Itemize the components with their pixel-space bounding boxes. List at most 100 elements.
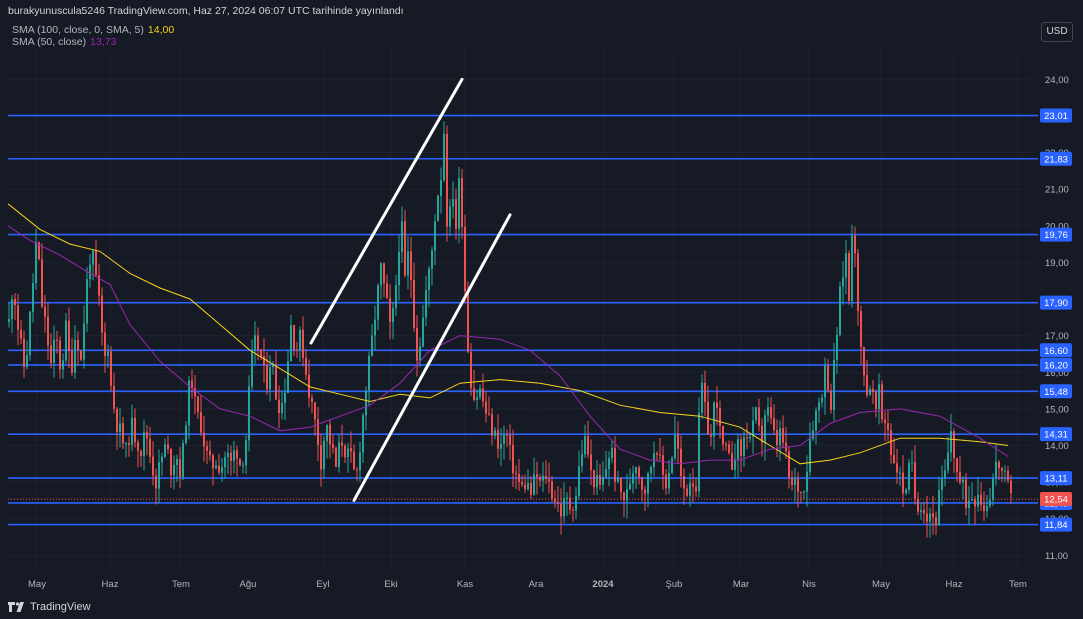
candle-body: [407, 251, 409, 276]
candle-body: [230, 452, 232, 461]
candle-body: [380, 263, 382, 286]
candle-body: [866, 375, 868, 396]
candle-body: [914, 462, 916, 499]
y-tick-label: 21,00: [1045, 185, 1069, 196]
candle-body: [392, 307, 394, 323]
candle-body: [53, 339, 55, 363]
candle-body: [770, 407, 772, 419]
candle-body: [947, 452, 949, 471]
candle-body: [173, 464, 175, 476]
candle-body: [974, 499, 976, 507]
footer[interactable]: TradingView: [8, 600, 91, 614]
candle-body: [845, 253, 847, 278]
candle-body: [935, 517, 937, 526]
candle-body: [653, 453, 655, 468]
candle-body: [245, 440, 247, 465]
trendline: [309, 77, 464, 345]
candle-body: [803, 491, 805, 493]
sma100-legend[interactable]: SMA (100, close, 0, SMA, 5) 14,00: [12, 24, 174, 36]
x-tick-label: Ağu: [240, 579, 257, 590]
publish-info: burakyunuscula5246 TradingView.com, Haz …: [8, 5, 404, 17]
candle-body: [779, 428, 781, 446]
candle-body: [74, 339, 76, 373]
level-label-bg: [1040, 151, 1072, 166]
candle-body: [692, 483, 694, 487]
candle-body: [557, 501, 559, 504]
candle-body: [158, 462, 160, 489]
candle-body: [530, 483, 532, 495]
candle-body: [200, 412, 202, 433]
time-axis: May Haz Tem Ağu Eyl Eki Kas Ara 2024 Şub Mar Nis May…: [28, 579, 1027, 590]
candle-body: [428, 268, 430, 291]
candle-body: [155, 475, 157, 489]
candle-body: [383, 263, 385, 284]
candle-body: [32, 283, 34, 312]
y-tick-label: 24,00: [1045, 75, 1069, 86]
candle-body: [422, 317, 424, 347]
candle-body: [548, 478, 550, 482]
level-label-bg: [1040, 295, 1072, 310]
candle-body: [572, 509, 574, 511]
candle-body: [341, 442, 343, 446]
sma100-value: 14,00: [147, 24, 175, 36]
candle-body: [224, 457, 226, 468]
candle-body: [569, 497, 571, 510]
candle-body: [710, 434, 712, 437]
candle-body: [776, 429, 778, 446]
candle-body: [995, 461, 997, 479]
candle-body: [962, 479, 964, 483]
candle-body: [347, 448, 349, 458]
candle-body: [437, 195, 439, 222]
candle-body: [560, 503, 562, 517]
candle-body: [632, 473, 634, 484]
candle-body: [467, 291, 469, 353]
level-label-bg: [1040, 108, 1072, 123]
level-label: 11,84: [1044, 520, 1067, 531]
candle-body: [209, 450, 211, 456]
candle-body: [1001, 468, 1003, 471]
x-tick-label: Tem: [1009, 579, 1027, 590]
candle-body: [923, 510, 925, 514]
candle-body: [827, 365, 829, 391]
candle-body: [65, 320, 67, 361]
candle-body: [953, 431, 955, 459]
candle-body: [689, 483, 691, 496]
candle-body: [704, 382, 706, 402]
y-tick-label: 11,00: [1045, 551, 1068, 562]
candle-body: [500, 443, 502, 449]
candle-body: [299, 329, 301, 351]
currency-button[interactable]: USD: [1041, 22, 1073, 42]
candle-body: [206, 446, 208, 451]
candle-body: [17, 305, 19, 330]
candle-body: [401, 221, 403, 253]
candle-body: [740, 439, 742, 456]
candle-body: [767, 407, 769, 416]
candle-body: [677, 434, 679, 449]
candle-body: [596, 474, 598, 488]
candle-body: [983, 505, 985, 512]
candle-body: [623, 492, 625, 501]
candle-body: [989, 499, 991, 506]
candle-body: [794, 478, 796, 485]
y-tick-label: 16,00: [1045, 368, 1069, 379]
candle-body: [365, 390, 367, 416]
candle-body: [86, 279, 88, 324]
sma50-legend[interactable]: SMA (50, close) 13,73: [12, 36, 116, 48]
candle-body: [737, 439, 739, 460]
x-tick-label: 2024: [592, 579, 614, 590]
candle-body: [797, 478, 799, 492]
candle-body: [110, 351, 112, 387]
candle-body: [620, 477, 622, 493]
candle-body: [854, 235, 856, 254]
candle-body: [824, 365, 826, 398]
candle-body: [497, 430, 499, 449]
candle-body: [152, 456, 154, 476]
candle-body: [533, 474, 535, 495]
candle-body: [119, 423, 121, 433]
candle-body: [233, 450, 235, 461]
candle-body: [368, 355, 370, 391]
candle-body: [749, 436, 751, 439]
candle-body: [386, 283, 388, 299]
candle-body: [242, 464, 244, 466]
